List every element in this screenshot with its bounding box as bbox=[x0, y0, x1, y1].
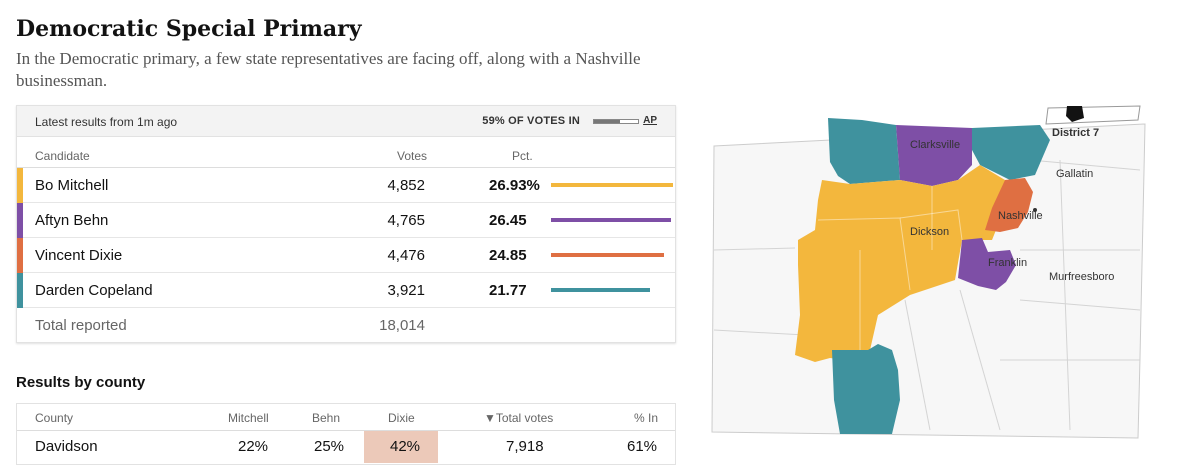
map-label-district: District 7 bbox=[1052, 127, 1099, 139]
map-label-murfreesboro: Murfreesboro bbox=[1049, 271, 1114, 283]
candidate-color-swatch bbox=[17, 238, 23, 273]
behn-column-header[interactable]: Behn bbox=[312, 411, 341, 425]
copeland-region-south bbox=[832, 344, 900, 434]
total-votes-sort-header[interactable]: ▼Total votes bbox=[484, 411, 554, 425]
candidate-pct-bar bbox=[551, 288, 650, 292]
district-map: Clarksville District 7 Gallatin Nashvill… bbox=[711, 105, 1146, 439]
county-lines bbox=[713, 159, 1141, 431]
results-column-headers: Candidate Votes Pct. bbox=[17, 137, 675, 168]
pct-in-column-header[interactable]: % In bbox=[634, 411, 659, 425]
candidate-name: Aftyn Behn bbox=[35, 212, 109, 229]
reporting-progress-bar bbox=[593, 119, 639, 124]
candidate-color-swatch bbox=[17, 273, 23, 308]
map-label-nashville: Nashville bbox=[998, 210, 1043, 222]
candidate-pct: 21.77 bbox=[489, 282, 527, 299]
votes-in-label: 59% OF VOTES IN bbox=[482, 115, 580, 127]
county-name: Davidson bbox=[35, 438, 98, 455]
candidate-votes: 4,852 bbox=[387, 177, 425, 194]
results-table: Latest results from 1m ago 59% OF VOTES … bbox=[16, 105, 676, 343]
candidate-name: Vincent Dixie bbox=[35, 247, 123, 264]
county-pct-in: 61% bbox=[627, 438, 658, 455]
behn-region-franklin bbox=[958, 238, 1016, 290]
inset-state-shape bbox=[1045, 105, 1141, 125]
dixie-column-header[interactable]: Dixie bbox=[388, 411, 415, 425]
reporting-progress-fill bbox=[594, 120, 620, 123]
pct-column-header: Pct. bbox=[512, 149, 533, 163]
map-label-gallatin: Gallatin bbox=[1056, 168, 1093, 180]
candidate-pct: 26.45 bbox=[489, 212, 527, 229]
total-reported-votes: 18,014 bbox=[379, 317, 425, 334]
candidate-color-swatch bbox=[17, 203, 23, 238]
candidate-column-header: Candidate bbox=[35, 149, 90, 163]
total-reported-row: Total reported 18,014 bbox=[17, 308, 675, 342]
county-total-votes: 7,918 bbox=[506, 438, 544, 455]
candidate-pct-bar bbox=[551, 218, 671, 222]
county-row: Davidson 22% 25% 42% 7,918 61% bbox=[17, 431, 675, 463]
mitchell-column-header[interactable]: Mitchell bbox=[228, 411, 269, 425]
copeland-region-northeast bbox=[972, 125, 1050, 180]
nashville-dot bbox=[1033, 208, 1037, 212]
county-results-table: County Mitchell Behn Dixie ▼Total votes … bbox=[16, 403, 676, 465]
county-mitchell-pct: 22% bbox=[238, 438, 269, 455]
county-column-header: County bbox=[35, 411, 74, 425]
candidate-pct-bar bbox=[551, 183, 673, 187]
ap-source-link[interactable]: AP bbox=[643, 115, 657, 126]
candidate-name: Bo Mitchell bbox=[35, 177, 109, 194]
county-behn-pct: 25% bbox=[314, 438, 345, 455]
map-label-dickson: Dickson bbox=[910, 226, 949, 238]
candidate-color-swatch bbox=[17, 168, 23, 203]
behn-region-clarksville bbox=[896, 125, 972, 186]
candidate-row: Vincent Dixie 4,476 24.85 bbox=[17, 238, 675, 273]
candidate-votes: 3,921 bbox=[387, 282, 425, 299]
candidate-votes: 4,476 bbox=[387, 247, 425, 264]
copeland-region-north bbox=[828, 118, 900, 184]
candidate-pct: 24.85 bbox=[489, 247, 527, 264]
candidate-pct-bar bbox=[551, 253, 664, 257]
candidate-pct: 26.93% bbox=[489, 177, 540, 194]
county-results-heading: Results by county bbox=[16, 374, 146, 391]
county-dixie-pct: 42% bbox=[390, 438, 421, 455]
candidate-row: Bo Mitchell 4,852 26.93% bbox=[17, 168, 675, 203]
candidate-votes: 4,765 bbox=[387, 212, 425, 229]
votes-column-header: Votes bbox=[397, 149, 428, 163]
page-title: Democratic Special Primary bbox=[16, 16, 362, 42]
candidate-row: Darden Copeland 3,921 21.77 bbox=[17, 273, 675, 308]
page-subtitle: In the Democratic primary, a few state r… bbox=[16, 49, 641, 90]
inset-district-shape bbox=[1066, 106, 1084, 122]
dixie-region-nashville bbox=[985, 178, 1033, 232]
mitchell-region bbox=[795, 165, 1005, 362]
latest-results-text: Latest results from 1m ago bbox=[35, 115, 178, 129]
results-header: Latest results from 1m ago 59% OF VOTES … bbox=[17, 106, 675, 137]
map-label-franklin: Franklin bbox=[988, 257, 1027, 269]
county-column-headers: County Mitchell Behn Dixie ▼Total votes … bbox=[17, 404, 675, 431]
total-reported-label: Total reported bbox=[35, 317, 127, 334]
candidate-row: Aftyn Behn 4,765 26.45 bbox=[17, 203, 675, 238]
district-inner-lines bbox=[817, 186, 963, 350]
map-label-clarksville: Clarksville bbox=[910, 139, 960, 151]
candidate-name: Darden Copeland bbox=[35, 282, 153, 299]
